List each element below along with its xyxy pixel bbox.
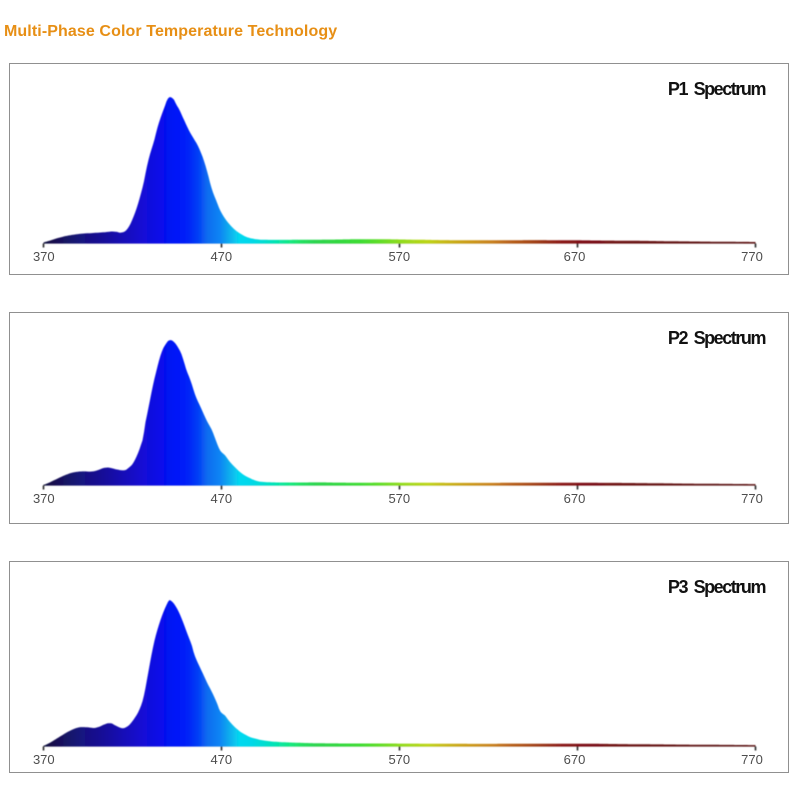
svg-text:370: 370 [33, 752, 55, 767]
svg-text:770: 770 [741, 752, 763, 767]
svg-text:P2 Spectrum: P2 Spectrum [668, 328, 766, 348]
svg-text:370: 370 [33, 491, 55, 506]
svg-text:770: 770 [741, 249, 763, 264]
svg-text:570: 570 [388, 752, 410, 767]
svg-text:P1 Spectrum: P1 Spectrum [668, 79, 766, 99]
svg-text:470: 470 [210, 752, 232, 767]
svg-text:570: 570 [388, 491, 410, 506]
svg-text:670: 670 [564, 752, 586, 767]
svg-text:470: 470 [210, 491, 232, 506]
svg-text:370: 370 [33, 249, 55, 264]
svg-text:P3 Spectrum: P3 Spectrum [668, 577, 766, 597]
svg-text:570: 570 [388, 249, 410, 264]
svg-text:670: 670 [564, 491, 586, 506]
svg-text:670: 670 [564, 249, 586, 264]
svg-text:470: 470 [210, 249, 232, 264]
svg-text:770: 770 [741, 491, 763, 506]
